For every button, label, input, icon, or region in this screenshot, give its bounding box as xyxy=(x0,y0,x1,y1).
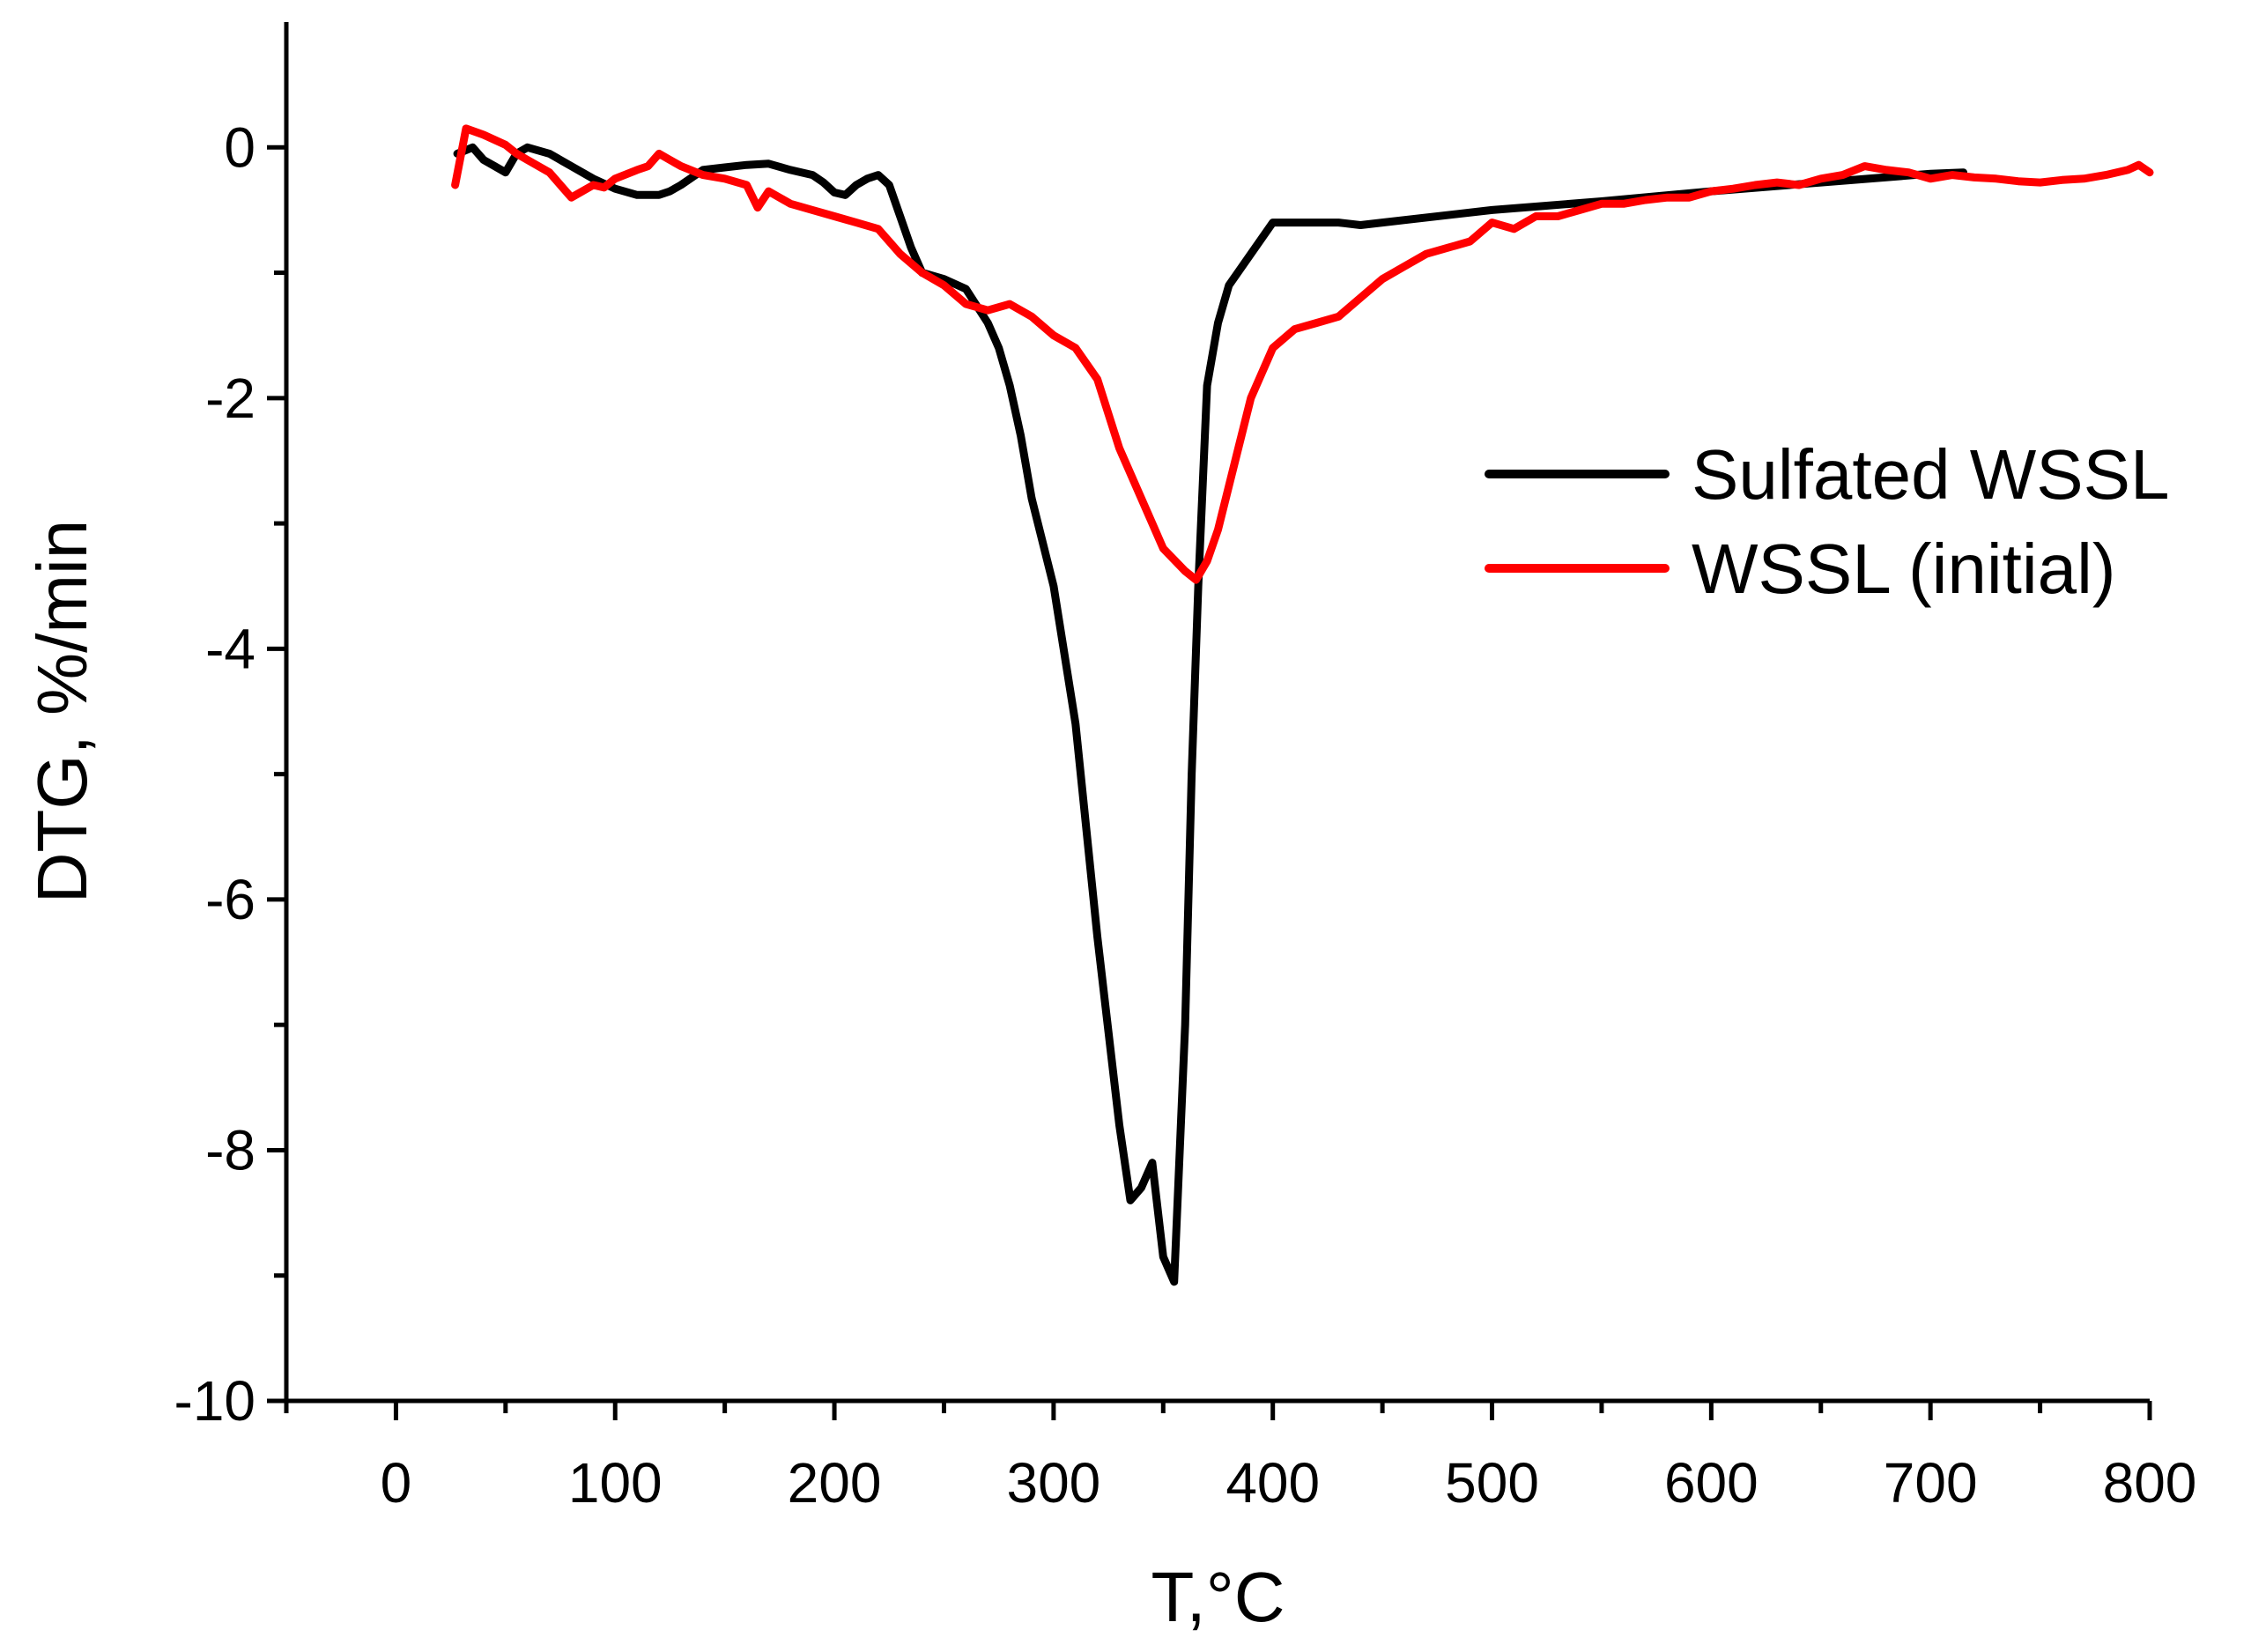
x-tick-label: 700 xyxy=(1884,1451,1978,1515)
x-tick-label: 500 xyxy=(1445,1451,1539,1515)
series-line-wssl-initial xyxy=(451,124,2154,584)
legend: Sulfated WSSL WSSL (initial) xyxy=(1485,435,2170,608)
axes xyxy=(284,22,2150,1404)
series-line-sulfated-wssl xyxy=(453,143,1967,1286)
x-tick-label: 0 xyxy=(381,1451,412,1515)
y-tick-label: -6 xyxy=(205,868,255,931)
x-tick-label: 100 xyxy=(568,1451,663,1515)
x-tick-label: 300 xyxy=(1006,1451,1100,1515)
legend-label-wssl-initial: WSSL (initial) xyxy=(1692,530,2116,608)
y-tick-label: -10 xyxy=(174,1369,256,1433)
x-axis-title: T,°C xyxy=(1151,1558,1285,1636)
x-ticks: 0 100 200 300 400 500 600 700 800 xyxy=(284,1401,2197,1515)
x-tick-label: 200 xyxy=(788,1451,882,1515)
x-tick-label: 400 xyxy=(1225,1451,1320,1515)
y-ticks: 0 -2 -4 -6 -8 -10 xyxy=(174,115,286,1433)
x-tick-label: 600 xyxy=(1664,1451,1759,1515)
y-tick-label: -4 xyxy=(205,617,255,680)
series-group xyxy=(451,124,2154,1286)
y-tick-label: -2 xyxy=(205,367,255,430)
legend-label-sulfated-wssl: Sulfated WSSL xyxy=(1692,435,2170,514)
y-axis-title: DTG, %/min xyxy=(23,520,101,904)
y-tick-label: -8 xyxy=(205,1118,255,1182)
x-tick-label: 800 xyxy=(2103,1451,2197,1515)
y-tick-label: 0 xyxy=(224,115,255,179)
